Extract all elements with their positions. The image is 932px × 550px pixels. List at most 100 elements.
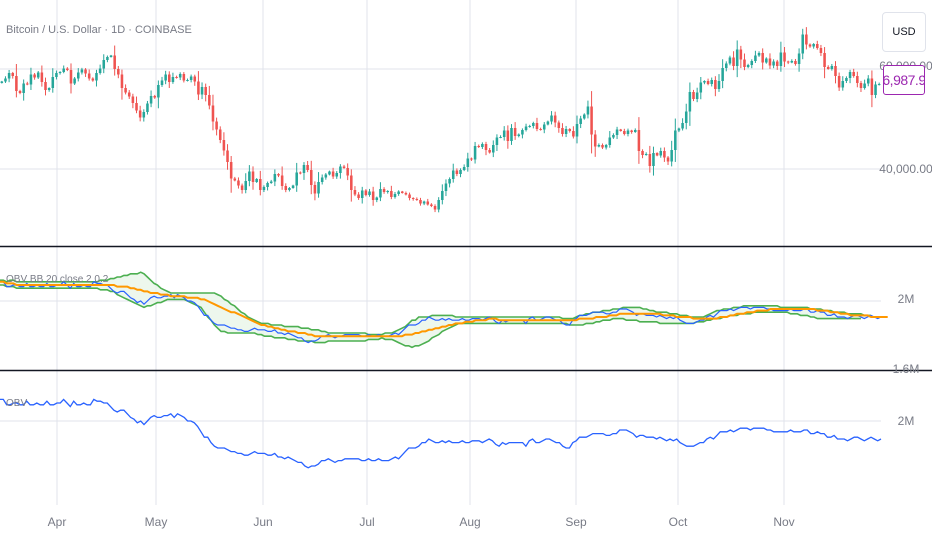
candle-224 [816,40,819,50]
candle-64 [233,176,237,182]
candle-0 [0,80,4,84]
candle-79 [288,187,291,192]
candle-196 [714,76,717,97]
candle-115 [419,197,422,206]
candle-75 [273,169,277,187]
candle-208 [757,51,761,57]
candle-19 [69,63,73,94]
candle-126 [459,168,462,178]
candle-76 [277,173,280,178]
candle-116 [422,200,426,206]
obv-pane[interactable] [0,398,882,469]
candle-172 [626,128,630,137]
candle-192 [699,77,703,100]
candle-7 [26,81,29,86]
candle-106 [386,190,389,194]
candle-5 [18,89,22,95]
candle-85 [309,160,313,195]
bb-indicator-title[interactable]: OBV BB 20 close 2 0.2 [6,274,109,285]
candle-94 [342,164,346,169]
candle-99 [360,186,364,204]
pane-dividers[interactable] [0,245,932,372]
candle-233 [848,69,852,84]
candle-119 [433,204,437,213]
candle-159 [579,115,582,129]
candle-139 [506,125,510,149]
candle-204 [743,53,746,71]
candle-223 [812,43,815,49]
candle-136 [495,134,499,151]
candle-137 [499,135,502,139]
candle-9 [33,73,36,80]
candle-10 [36,71,40,79]
candle-225 [819,44,823,57]
candle-187 [681,118,684,131]
candle-82 [299,171,302,175]
candle-222 [808,43,812,48]
obv-tick-0: 2M [898,414,915,428]
candle-48 [175,75,178,79]
last-price-badge: 56,987.97 [883,65,925,95]
candle-97 [353,186,357,197]
currency-button[interactable]: USD [882,12,926,52]
candle-191 [695,87,699,103]
candle-132 [481,142,484,150]
candle-182 [663,147,666,162]
candle-83 [302,162,306,180]
candle-181 [659,147,663,158]
candle-180 [655,152,659,157]
candle-80 [291,184,295,189]
candle-235 [856,71,859,88]
candle-41 [149,90,153,108]
candle-73 [266,181,269,191]
candle-118 [430,203,433,208]
candle-111 [404,191,408,196]
candle-81 [295,162,298,192]
candle-234 [852,68,855,78]
candle-34 [124,84,127,95]
candle-16 [58,71,62,75]
candle-42 [153,94,156,99]
candle-135 [492,140,495,158]
candle-56 [204,83,207,102]
candle-241 [877,82,881,86]
month-tick-nov: Nov [773,515,794,529]
candle-120 [437,197,440,213]
candle-205 [746,63,750,69]
candle-221 [805,27,808,50]
candle-134 [488,148,491,154]
candle-33 [120,69,124,100]
candle-189 [688,82,692,126]
candle-199 [725,61,728,72]
time-axis[interactable]: Apr May Jun Jul Aug Sep Oct Nov [48,515,795,529]
candle-104 [379,182,382,202]
price-pane[interactable] [0,27,881,213]
candle-152 [553,111,557,128]
candle-153 [557,120,561,133]
candle-61 [222,132,226,156]
candle-32 [117,65,120,79]
candle-228 [830,63,834,71]
candle-54 [197,71,200,101]
candle-62 [226,144,229,170]
candle-96 [350,169,353,202]
candle-207 [754,50,757,63]
bb-tick-0: 2M [898,292,915,306]
candle-50 [182,72,186,83]
candle-157 [572,126,575,139]
candle-18 [66,67,69,72]
candle-46 [168,71,171,88]
candle-67 [244,173,248,194]
obv-bb-pane[interactable] [0,271,888,349]
candle-39 [142,109,146,122]
candle-68 [248,165,251,187]
symbol-title: Bitcoin / U.S. Dollar · 1D · COINBASE [6,24,192,36]
candle-49 [178,72,182,81]
candle-87 [317,172,320,198]
candle-201 [732,51,735,71]
obv-indicator-title[interactable]: OBV [6,398,28,409]
candle-179 [652,146,655,176]
candle-95 [346,163,349,181]
